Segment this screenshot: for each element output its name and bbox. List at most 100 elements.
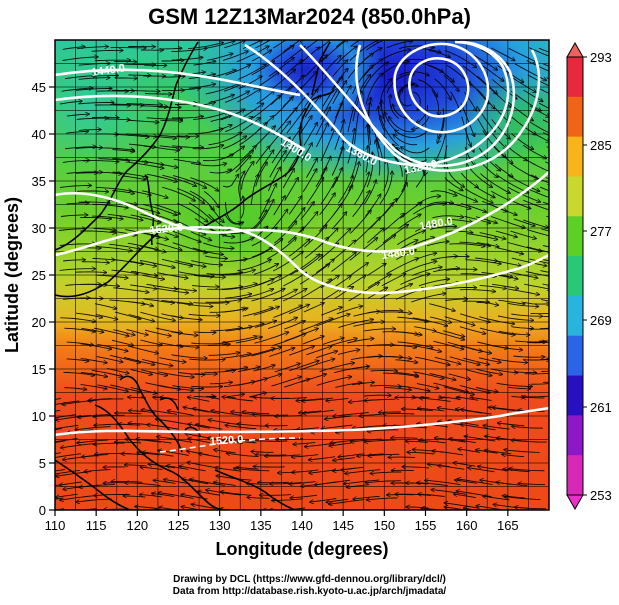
streamline	[60, 186, 92, 188]
streamline	[253, 466, 285, 467]
streamline	[128, 161, 164, 168]
streamline	[396, 230, 425, 246]
streamline	[300, 143, 312, 163]
streamline	[523, 89, 543, 102]
streamline	[128, 314, 155, 322]
x-tick-label: 145	[332, 518, 354, 533]
streamline	[530, 383, 549, 385]
streamline	[364, 395, 391, 396]
streamline	[220, 146, 245, 160]
streamline	[221, 336, 258, 343]
streamline	[93, 415, 125, 416]
streamline	[368, 454, 400, 456]
streamline	[395, 331, 422, 335]
streamline	[411, 397, 430, 398]
streamline	[498, 330, 530, 335]
streamline	[433, 382, 468, 392]
streamline	[156, 214, 177, 223]
streamline	[287, 208, 305, 229]
streamline	[491, 345, 523, 350]
streamline	[383, 160, 389, 191]
streamline	[64, 327, 95, 332]
streamline	[188, 314, 220, 316]
streamline	[322, 77, 343, 108]
streamline	[513, 77, 536, 92]
streamline	[302, 336, 324, 345]
streamline	[225, 65, 251, 76]
streamline	[112, 104, 143, 105]
streamline	[491, 89, 512, 108]
streamline	[476, 116, 488, 135]
streamline	[191, 163, 227, 166]
streamline	[383, 372, 419, 377]
streamline	[209, 169, 232, 174]
streamline	[329, 499, 365, 505]
streamline	[338, 176, 353, 204]
streamline	[55, 398, 61, 400]
streamline	[282, 143, 295, 162]
streamline	[209, 228, 234, 237]
streamline	[354, 217, 381, 243]
streamline	[475, 368, 503, 374]
streamline	[64, 388, 87, 390]
streamline	[509, 199, 531, 209]
streamline	[302, 169, 317, 193]
streamline	[538, 102, 549, 109]
contour-1520	[55, 225, 549, 295]
streamline	[338, 319, 374, 329]
streamline	[139, 495, 162, 498]
streamline	[268, 58, 294, 77]
streamline	[314, 479, 351, 485]
streamline	[253, 264, 279, 275]
streamline	[157, 288, 188, 293]
streamline	[211, 410, 243, 416]
streamline	[395, 130, 428, 138]
streamline	[154, 204, 180, 214]
streamline	[237, 89, 260, 103]
streamline	[414, 224, 436, 232]
streamline	[113, 287, 149, 293]
streamline	[425, 480, 461, 486]
streamline	[273, 196, 286, 216]
streamline	[224, 202, 241, 224]
streamline	[206, 396, 220, 400]
streamline	[337, 350, 360, 355]
streamline	[443, 74, 459, 91]
streamline	[484, 450, 512, 455]
streamline	[302, 409, 334, 413]
streamline	[319, 40, 332, 49]
streamline	[92, 259, 116, 261]
streamline	[75, 272, 107, 273]
streamline	[171, 331, 198, 336]
streamline	[284, 321, 305, 330]
streamline	[178, 371, 205, 374]
contour-1440	[55, 68, 301, 97]
streamline	[226, 511, 257, 514]
streamline	[251, 374, 282, 383]
streamline	[353, 74, 371, 107]
streamline	[514, 63, 547, 81]
streamline	[66, 359, 89, 361]
colorbar-bottom-cap	[566, 494, 584, 511]
streamline	[124, 64, 156, 65]
streamline	[300, 374, 327, 383]
contour-label: 1440.0	[91, 62, 126, 79]
contour-ring-3	[355, 44, 541, 172]
streamline	[370, 371, 398, 372]
streamline	[58, 229, 86, 231]
streamline	[431, 89, 439, 116]
streamline	[222, 174, 239, 188]
streamline	[386, 258, 418, 275]
streamline	[191, 260, 222, 265]
streamline	[80, 508, 97, 510]
streamline	[255, 162, 268, 187]
streamline	[271, 69, 296, 90]
streamline	[429, 303, 455, 311]
streamline	[240, 247, 273, 262]
colorbar-segment	[567, 216, 583, 257]
streamline	[237, 424, 269, 427]
streamline	[349, 238, 378, 261]
streamline	[539, 358, 549, 361]
streamline	[300, 279, 332, 299]
streamline	[417, 79, 437, 97]
